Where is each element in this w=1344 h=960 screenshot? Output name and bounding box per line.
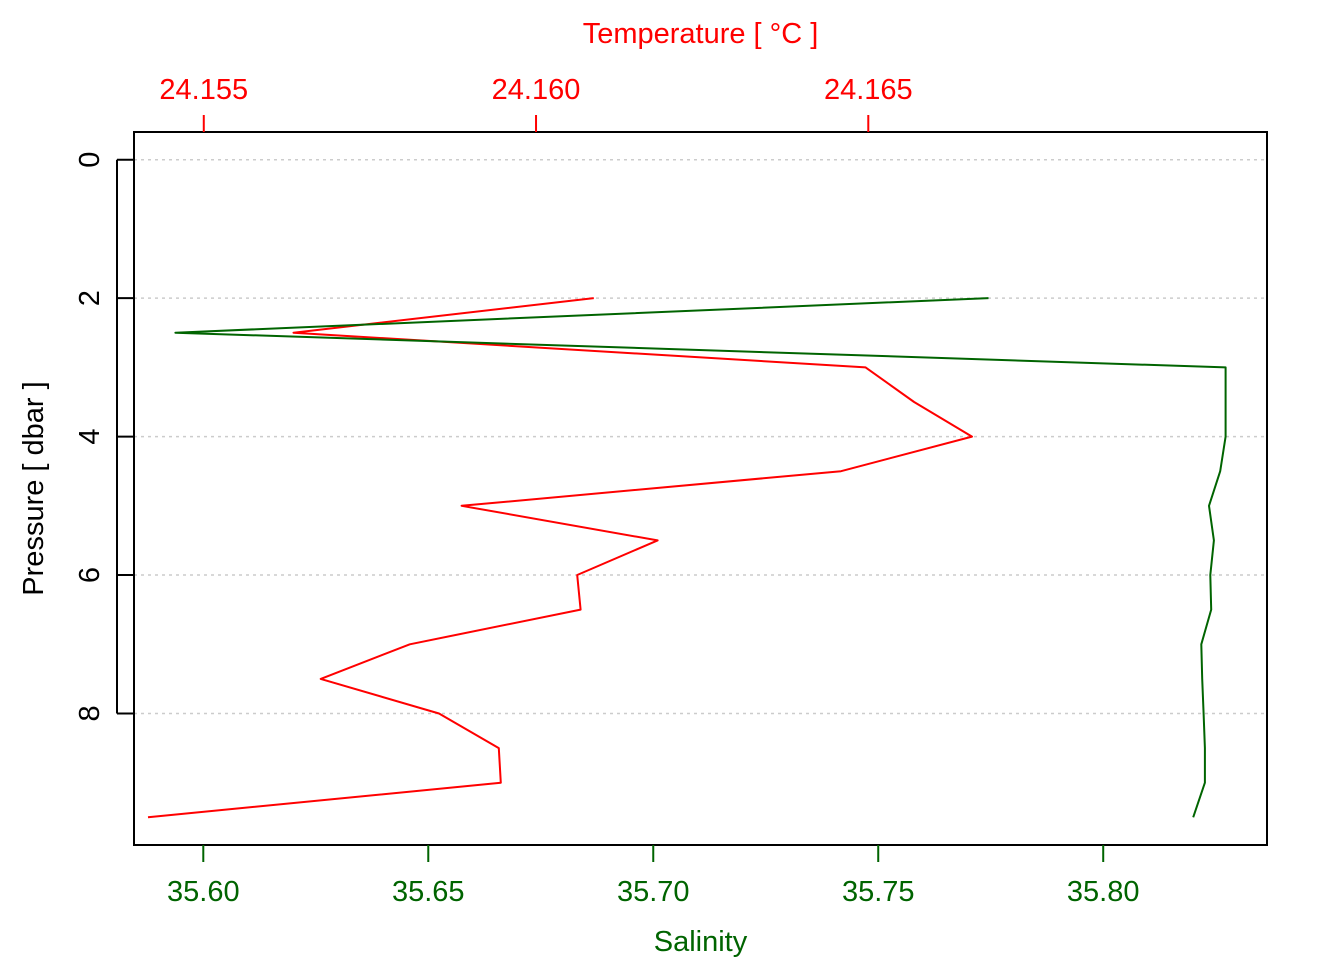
grid-lines	[134, 158, 1267, 715]
left-tick-label-4: 8	[74, 705, 106, 721]
temperature-line	[147, 297, 973, 819]
left-tick-label-1: 2	[74, 290, 106, 306]
left-tick-label-0: 0	[74, 152, 106, 168]
bottom-tick-label-3: 35.75	[842, 876, 915, 908]
salinity-line	[174, 297, 1227, 818]
left-tick-label-2: 4	[74, 429, 106, 445]
axes: 0 2 4 6 8 35.60 35.65 35.70 35.75 35.80 24.155 24.1…	[74, 74, 1140, 908]
left-tick-label-3: 6	[74, 567, 106, 583]
top-tick-label-1: 24.160	[492, 74, 581, 106]
bottom-tick-label-2: 35.70	[617, 876, 690, 908]
bottom-tick-label-0: 35.60	[167, 876, 240, 908]
bottom-axis-title: Salinity	[654, 926, 748, 958]
top-tick-label-2: 24.165	[824, 74, 913, 106]
plot-frame	[133, 131, 1268, 846]
bottom-tick-label-4: 35.80	[1067, 876, 1140, 908]
bottom-tick-label-1: 35.65	[392, 876, 465, 908]
top-tick-label-0: 24.155	[159, 74, 248, 106]
series-lines	[147, 297, 1227, 819]
left-axis-title: Pressure [ dbar ]	[18, 381, 50, 595]
top-axis-title: Temperature [ °C ]	[583, 18, 819, 50]
